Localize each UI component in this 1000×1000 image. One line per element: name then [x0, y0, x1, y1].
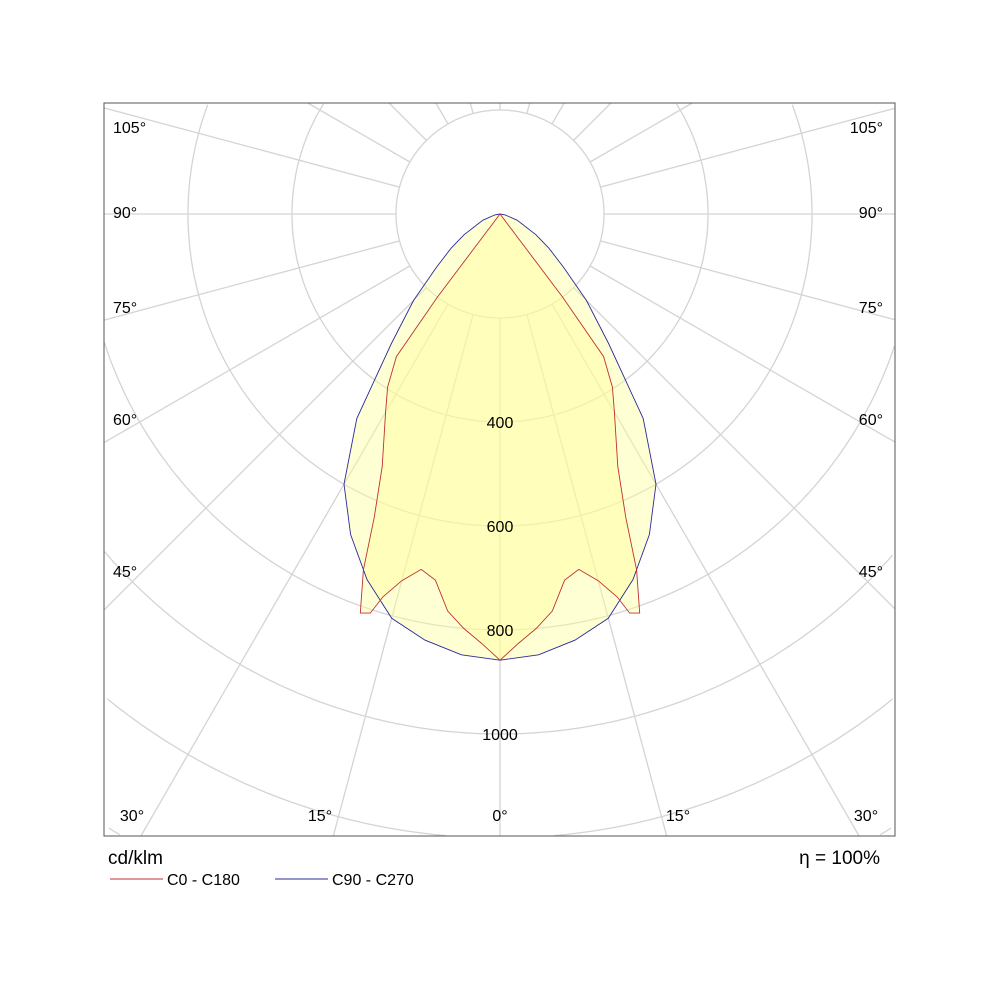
spoke-135-right: [573, 102, 612, 141]
angle-labels: 105° 90° 75° 60° 45° 105° 90° 75° 60° 45° 30° 15° 0°…: [113, 120, 883, 825]
fill-C0-C180: [360, 214, 640, 661]
radial-tick-label: 600: [487, 519, 514, 536]
radial-tick-label: 400: [487, 415, 514, 432]
plot-area: [103, 102, 896, 837]
spoke-15-right: [526, 314, 668, 837]
curves: [343, 213, 657, 661]
radial-tick-label: 800: [487, 623, 514, 640]
spoke-75-right: [600, 240, 896, 321]
angle-label-left: 75°: [113, 300, 137, 317]
spoke-135-left: [388, 102, 427, 141]
legend-label-c0-c180: C0 - C180: [167, 872, 240, 889]
radial-tick-label: 1000: [482, 727, 518, 744]
spoke-165-left: [469, 102, 474, 114]
ring-400: [291, 103, 709, 423]
spoke-15-left: [332, 314, 474, 837]
polar-grid: [103, 102, 896, 837]
angle-label-right: 75°: [859, 300, 883, 317]
angle-label-bottom: 15°: [308, 808, 332, 825]
spoke-60-left: [103, 265, 411, 444]
plot-frame: [103, 102, 896, 837]
radial-tick-labels: 400 600 800 1000: [482, 415, 518, 744]
angle-label-left: 60°: [113, 412, 137, 429]
ring-1000: [104, 551, 893, 735]
ring-1200: [106, 698, 894, 837]
angle-label-bottom: 30°: [120, 808, 144, 825]
angle-label-right: 90°: [859, 205, 883, 222]
spoke-45-left: [103, 287, 427, 611]
angle-label-bottom: 15°: [666, 808, 690, 825]
spoke-45-right: [573, 287, 896, 610]
curve-C0-C180: [359, 213, 641, 661]
efficiency-label: η = 100%: [799, 848, 880, 869]
spoke-30-left: [140, 303, 449, 837]
unit-label: cd/klm: [108, 848, 163, 869]
spoke-150-right: [551, 102, 565, 125]
angle-label-bottom: 30°: [854, 808, 878, 825]
spoke-30-right: [551, 303, 860, 837]
spoke-165-right: [526, 102, 531, 114]
spoke-105-left: [103, 107, 400, 188]
spoke-105-right: [600, 107, 896, 188]
ring-1400: [108, 827, 892, 836]
angle-label-left: 90°: [113, 205, 137, 222]
spoke-60-right: [589, 265, 896, 443]
spoke-75-left: [103, 240, 400, 321]
spoke-120-left: [307, 102, 411, 163]
angle-label-bottom: 0°: [492, 808, 507, 825]
angle-label-right: 60°: [859, 412, 883, 429]
angle-label-right: 105°: [850, 120, 883, 137]
angle-label-right: 45°: [859, 564, 883, 581]
legend: C0 - C180 C90 - C270: [110, 872, 414, 889]
ring-600: [187, 104, 813, 527]
angle-label-left: 105°: [113, 120, 146, 137]
legend-label-c90-c270: C90 - C270: [332, 872, 414, 889]
fill-C90-C270: [344, 214, 656, 661]
angle-label-left: 45°: [113, 564, 137, 581]
spoke-150-left: [435, 102, 449, 125]
spoke-120-right: [589, 102, 693, 163]
